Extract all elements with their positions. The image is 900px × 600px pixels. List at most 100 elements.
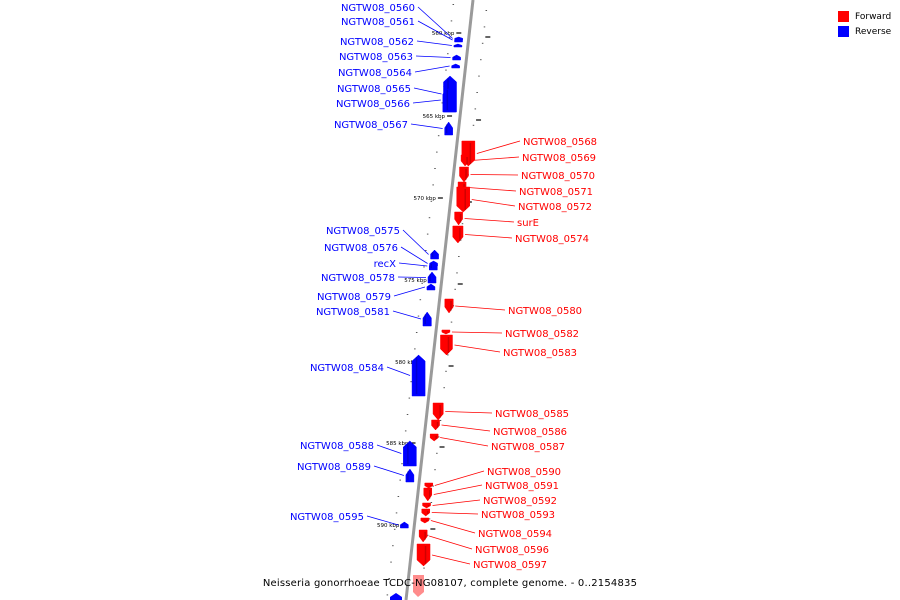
leader-line	[454, 344, 501, 353]
gene-arrow-NGTW08_0594[interactable]	[420, 517, 430, 524]
gene-arrow-NGTW08_0567[interactable]	[444, 121, 453, 136]
gene-arrow-NGTW08_0563[interactable]	[452, 54, 461, 61]
gene-label-NGTW08_0591[interactable]: NGTW08_0591	[485, 481, 559, 492]
gene-label-NGTW08_0587[interactable]: NGTW08_0587	[491, 442, 565, 453]
gene-label-NGTW08_0571[interactable]: NGTW08_0571	[519, 187, 593, 198]
gene-arrow-NGTW08_0561[interactable]	[454, 37, 463, 43]
gene-label-NGTW08_0582[interactable]: NGTW08_0582	[505, 329, 579, 340]
gene-arrow-NGTW08_0580[interactable]	[444, 298, 454, 314]
gene-label-NGTW08_0584[interactable]: NGTW08_0584	[310, 363, 384, 374]
gene-label-NGTW08_0583[interactable]: NGTW08_0583	[503, 348, 577, 359]
gene-label-NGTW08_0564[interactable]: NGTW08_0564	[338, 68, 412, 79]
tick-label: 570 kbp	[413, 196, 436, 202]
gene-arrow-NGTW08_0596[interactable]	[418, 529, 428, 543]
gene-arrow-NGTW08_0566[interactable]	[442, 87, 457, 113]
scale-dot	[443, 387, 445, 389]
scale-dot	[401, 463, 403, 465]
gene-label-NGTW08_0579[interactable]: NGTW08_0579	[317, 292, 391, 303]
leader-line	[402, 229, 429, 255]
legend-reverse: Reverse	[838, 24, 891, 39]
scale-dot	[432, 485, 434, 487]
gene-arrow-NGTW08_0575[interactable]	[430, 249, 439, 260]
scale-dot	[425, 250, 427, 251]
gene-arrow-NGTW08_0574[interactable]	[452, 225, 464, 244]
gene-label-NGTW08_0588[interactable]: NGTW08_0588	[300, 441, 374, 452]
gene-arrow-NGTW08_0595[interactable]	[400, 521, 409, 529]
gene-arrow-NGTW08_0587[interactable]	[429, 433, 439, 442]
gene-arrow-NGTW08_0578[interactable]	[427, 271, 437, 284]
gene-arrow-NGTW08_0591[interactable]	[423, 487, 433, 502]
gene-arrow-NGTW08_0593[interactable]	[421, 508, 431, 517]
gene-arrow-NGTW08_0584[interactable]	[411, 354, 426, 397]
gene-label-NGTW08_0580[interactable]: NGTW08_0580	[508, 306, 582, 317]
gene-label-NGTW08_0594[interactable]: NGTW08_0594	[478, 529, 552, 540]
scale-dot	[430, 200, 433, 202]
leader-line	[471, 156, 520, 161]
scale-dot	[428, 217, 431, 219]
gene-label-NGTW08_0574[interactable]: NGTW08_0574	[515, 234, 589, 245]
gene-arrow-NGTW08_0586[interactable]	[431, 419, 440, 431]
scale-dot	[458, 256, 460, 257]
leader-line	[414, 65, 450, 73]
scale-dot	[434, 168, 436, 169]
gene-label-NGTW08_0592[interactable]: NGTW08_0592	[483, 496, 557, 507]
gene-label-NGTW08_0565[interactable]: NGTW08_0565	[337, 84, 411, 95]
scale-dot	[393, 528, 396, 530]
gene-label-NGTW08_0596[interactable]: NGTW08_0596	[475, 545, 549, 556]
gene-arrow-NGTW08_0581[interactable]	[422, 311, 432, 327]
scale-dot	[472, 124, 475, 126]
scale-dot	[481, 42, 484, 44]
gene-arrow-recX[interactable]	[429, 261, 438, 271]
leader-line	[412, 99, 441, 104]
gene-label-NGTW08_0562[interactable]: NGTW08_0562	[340, 37, 414, 48]
gene-label-recX[interactable]: recX	[374, 259, 397, 270]
gene-arrow-NGTW08_0589[interactable]	[405, 468, 415, 483]
gene-label-NGTW08_0590[interactable]: NGTW08_0590	[487, 467, 561, 478]
gene-arrows	[390, 36, 476, 600]
gene-label-NGTW08_0568[interactable]: NGTW08_0568	[523, 137, 597, 148]
gene-label-NGTW08_0570[interactable]: NGTW08_0570	[521, 171, 595, 182]
gene-label-NGTW08_0586[interactable]: NGTW08_0586	[493, 427, 567, 438]
scale-dot	[406, 414, 409, 415]
scale-dot	[441, 102, 444, 104]
gene-arrow-NGTW08_0597[interactable]	[416, 543, 431, 567]
leader-line	[417, 20, 453, 41]
scale-dot	[419, 299, 422, 301]
gene-arrow-NGTW08_0579[interactable]	[426, 283, 436, 291]
gene-label-NGTW08_0563[interactable]: NGTW08_0563	[339, 52, 413, 63]
gene-label-NGTW08_0560[interactable]: NGTW08_0560	[341, 3, 415, 14]
gene-label-NGTW08_0589[interactable]: NGTW08_0589	[297, 462, 371, 473]
gene-label-NGTW08_0597[interactable]: NGTW08_0597	[473, 560, 547, 571]
gene-label-surE[interactable]: surE	[517, 218, 539, 229]
gene-arrow-NGTW08_0590[interactable]	[424, 482, 434, 489]
scale-dot	[447, 354, 449, 356]
gene-label-NGTW08_0569[interactable]: NGTW08_0569	[522, 153, 596, 164]
gene-arrow-NGTW08_0572[interactable]	[456, 186, 470, 213]
gene-arrow-NGTW08_0585[interactable]	[432, 402, 444, 421]
gene-label-NGTW08_0576[interactable]: NGTW08_0576	[324, 243, 398, 254]
gene-label-NGTW08_0593[interactable]: NGTW08_0593	[481, 510, 555, 521]
gene-arrow-surE[interactable]	[454, 211, 463, 226]
gene-label-NGTW08_0585[interactable]: NGTW08_0585	[495, 409, 569, 420]
gene-arrow-NGTW08_0588[interactable]	[403, 440, 417, 467]
gene-arrow-NGTW08_0570[interactable]	[459, 166, 469, 183]
gene-arrow-NGTW08_0562[interactable]	[453, 43, 463, 48]
leader-line	[432, 499, 481, 506]
tick-label: 590 kbp	[377, 523, 400, 529]
gene-arrow-NGTW08_0583[interactable]	[440, 334, 453, 356]
gene-label-NGTW08_0567[interactable]: NGTW08_0567	[334, 120, 408, 131]
gene-label-NGTW08_0578[interactable]: NGTW08_0578	[321, 273, 395, 284]
gene-label-NGTW08_0561[interactable]: NGTW08_0561	[341, 17, 415, 28]
gene-label-NGTW08_0595[interactable]: NGTW08_0595	[290, 512, 364, 523]
scale-dot	[454, 288, 456, 290]
gene-label-NGTW08_0581[interactable]: NGTW08_0581	[316, 307, 390, 318]
gene-arrow-NGTW08_0564[interactable]	[451, 63, 460, 69]
gene-label-NGTW08_0566[interactable]: NGTW08_0566	[336, 99, 410, 110]
gene-arrow-NGTW08_0569[interactable]	[460, 154, 470, 167]
gene-label-NGTW08_0575[interactable]: NGTW08_0575	[326, 226, 400, 237]
gene-label-NGTW08_0572[interactable]: NGTW08_0572	[518, 202, 592, 213]
leader-line	[451, 331, 503, 334]
legend-forward: Forward	[838, 9, 891, 24]
gene-arrow-NGTW08_0592[interactable]	[422, 502, 431, 509]
gene-arrow-NGTW08_0582[interactable]	[441, 329, 451, 335]
